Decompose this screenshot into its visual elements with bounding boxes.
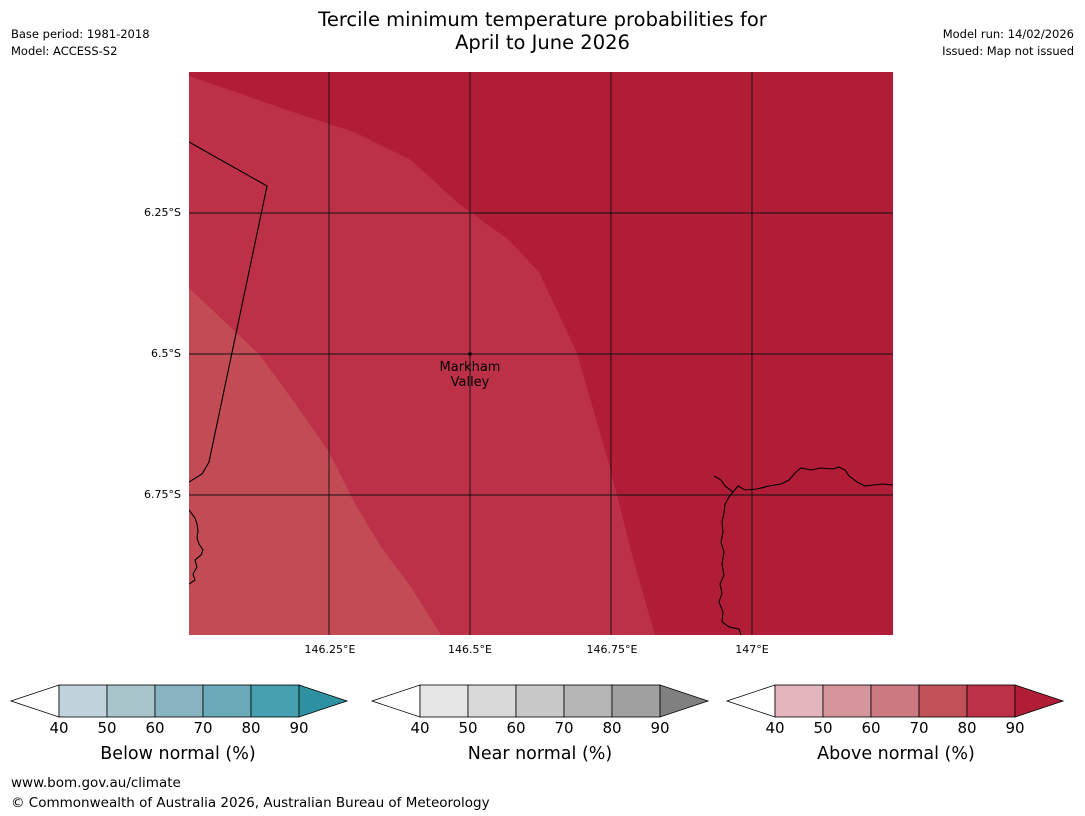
near-overflow-triangle [659, 684, 710, 718]
location-label: Markham Valley [420, 360, 520, 390]
near-tick: 50 [458, 719, 478, 737]
below-tick: 60 [145, 719, 165, 737]
above-tick: 40 [765, 719, 785, 737]
title-line-2: April to June 2026 [455, 31, 630, 54]
location-name-line-2: Valley [450, 375, 490, 390]
below-normal-label: Below normal (%) [100, 744, 256, 764]
lon-tick-label: 146.75°E [586, 643, 638, 656]
below-tick: 90 [289, 719, 309, 737]
near-normal-colorbar [370, 684, 710, 718]
near-tick: 80 [602, 719, 622, 737]
above-swatch [822, 684, 872, 718]
near-swatch [611, 684, 661, 718]
lat-tick-label: 6.25°S [144, 206, 181, 219]
lon-tick-label: 146.5°E [448, 643, 492, 656]
near-tick: 40 [410, 719, 430, 737]
near-tick: 90 [650, 719, 670, 737]
below-swatch [154, 684, 204, 718]
above-normal-colorbar [725, 684, 1065, 718]
below-overflow-triangle [298, 684, 349, 718]
above-swatch [870, 684, 920, 718]
above-tick: 60 [861, 719, 881, 737]
lat-tick-label: 6.75°S [144, 488, 181, 501]
near-swatch [467, 684, 517, 718]
probability-map[interactable] [189, 72, 893, 635]
near-normal-label: Near normal (%) [467, 744, 613, 764]
above-overflow-triangle [1014, 684, 1065, 718]
model-name: Model: ACCESS-S2 [11, 44, 118, 58]
above-swatch [774, 684, 824, 718]
below-tick: 70 [193, 719, 213, 737]
location-marker [468, 352, 472, 356]
meta-right: Model run: 14/02/2026 Issued: Map not is… [942, 26, 1074, 60]
meta-left: Base period: 1981-2018 Model: ACCESS-S2 [11, 26, 150, 60]
below-tick: 50 [97, 719, 117, 737]
near-swatch [419, 684, 469, 718]
above-tick: 90 [1005, 719, 1025, 737]
above-swatch [966, 684, 1016, 718]
location-name-line-1: Markham [439, 360, 501, 375]
above-tick: 70 [909, 719, 929, 737]
title-line-1: Tercile minimum temperature probabilitie… [318, 8, 767, 31]
graticule [189, 72, 893, 635]
near-swatch [515, 684, 565, 718]
model-run: Model run: 14/02/2026 [942, 27, 1074, 41]
above-tick: 80 [957, 719, 977, 737]
below-swatch [202, 684, 252, 718]
zone-60-70 [189, 288, 441, 635]
below-tick: 40 [49, 719, 69, 737]
below-underflow-triangle [9, 684, 60, 718]
base-period: Base period: 1981-2018 [11, 27, 150, 41]
near-swatch [563, 684, 613, 718]
near-underflow-triangle [370, 684, 421, 718]
above-swatch [918, 684, 968, 718]
lon-tick-label: 147°E [735, 643, 769, 656]
near-tick: 60 [506, 719, 526, 737]
below-swatch [106, 684, 156, 718]
lon-tick-label: 146.25°E [304, 643, 356, 656]
below-swatch [58, 684, 108, 718]
issued-status: Issued: Map not issued [942, 44, 1074, 58]
lat-tick-label: 6.5°S [151, 347, 181, 360]
above-normal-label: Above normal (%) [817, 744, 975, 764]
above-underflow-triangle [725, 684, 776, 718]
below-tick: 80 [241, 719, 261, 737]
above-tick: 50 [813, 719, 833, 737]
map-title: Tercile minimum temperature probabilitie… [0, 8, 1085, 54]
footer-url: www.bom.gov.au/climate [11, 775, 181, 791]
near-tick: 70 [554, 719, 574, 737]
boundaries [189, 141, 893, 635]
below-swatch [250, 684, 300, 718]
below-normal-colorbar [9, 684, 349, 718]
footer-copyright: © Commonwealth of Australia 2026, Austra… [11, 795, 490, 811]
